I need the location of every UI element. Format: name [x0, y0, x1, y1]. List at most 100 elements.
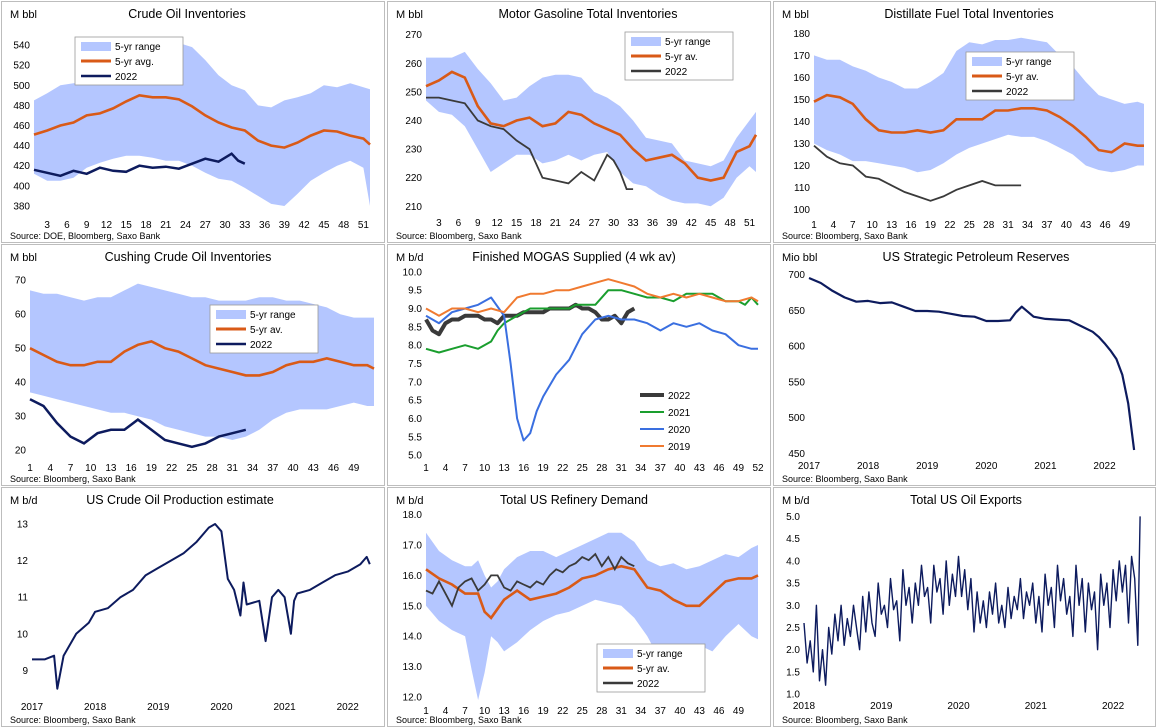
legend-swatch-range — [216, 310, 246, 319]
x-tick-label: 15 — [121, 220, 133, 231]
x-tick-label: 19 — [538, 463, 550, 474]
y-tick-label: 11 — [18, 593, 29, 604]
x-tick-label: 18 — [140, 220, 152, 231]
x-tick-label: 49 — [1119, 220, 1131, 231]
y-tick-label: 460 — [13, 121, 30, 132]
x-tick-label: 24 — [180, 220, 192, 231]
series-line-2020 — [425, 296, 758, 442]
crude-oil-inventories-chart: Crude Oil Inventories M bbl 380 400 420 440 46… — [10, 7, 371, 241]
y-tick-label: 480 — [13, 101, 30, 112]
x-tick-label: 39 — [666, 218, 678, 229]
source-note: Source: Bloomberg, Saxo Bank — [10, 474, 136, 484]
y-tick-label: 440 — [13, 141, 30, 152]
y-tick-label: 2.0 — [786, 645, 800, 656]
x-tick-label: 49 — [733, 706, 745, 717]
y-tick-label: 250 — [405, 87, 422, 98]
series-line-SPR — [808, 276, 1136, 451]
x-tick-label: 2020 — [947, 701, 970, 712]
y-tick-label: 15.0 — [403, 601, 423, 612]
x-tick-label: 1 — [811, 220, 817, 231]
y-tick-label: 3.0 — [786, 601, 800, 612]
range-band — [30, 283, 374, 440]
x-tick-label: 16 — [518, 706, 530, 717]
x-tick-label: 2021 — [273, 702, 296, 713]
y-tick-label: 13.0 — [403, 662, 423, 673]
legend-label-range: 5-yr range — [665, 37, 711, 48]
legend-swatch-range — [972, 57, 1002, 66]
y-tick-label: 9 — [22, 666, 28, 677]
distillate-fuel-chart: Distillate Fuel Total Inventories M bbl 10… — [782, 7, 1144, 241]
legend-label-2021: 2021 — [668, 408, 691, 419]
x-tick-label: 7 — [850, 220, 856, 231]
x-tick-label: 6 — [456, 218, 462, 229]
x-tick-label: 7 — [462, 706, 468, 717]
legend-label-avg: 5-yr avg. — [115, 57, 154, 68]
x-tick-label: 46 — [713, 463, 725, 474]
y-tick-label: 17.0 — [403, 540, 423, 551]
x-tick-label: 46 — [328, 463, 340, 474]
x-tick-label: 34 — [635, 463, 647, 474]
x-tick-label: 13 — [499, 463, 511, 474]
axis-unit-label: M bbl — [10, 9, 37, 21]
x-tick-label: 40 — [287, 463, 299, 474]
y-tick-label: 50 — [15, 344, 27, 355]
y-tick-label: 16.0 — [403, 571, 423, 582]
legend-label-range: 5-yr range — [250, 310, 296, 321]
x-tick-label: 34 — [247, 463, 259, 474]
motor-gasoline-chart: Motor Gasoline Total Inventories M bbl 210… — [396, 7, 758, 241]
series-line-Production — [32, 523, 371, 690]
x-tick-label: 2017 — [798, 461, 821, 472]
y-tick-label: 170 — [793, 51, 810, 62]
x-tick-label: 19 — [538, 706, 550, 717]
y-tick-label: 140 — [793, 117, 810, 128]
x-tick-label: 2022 — [337, 702, 360, 713]
y-tick-label: 10.0 — [403, 267, 423, 278]
chart-title: Finished MOGAS Supplied (4 wk av) — [472, 250, 676, 264]
chart-title: Crude Oil Inventories — [128, 7, 245, 21]
x-tick-label: 2018 — [793, 701, 816, 712]
axis-unit-label: M b/d — [396, 495, 424, 507]
x-tick-label: 42 — [686, 218, 698, 229]
panel-finished-mogas: Finished MOGAS Supplied (4 wk av) M b/d 5.… — [387, 244, 771, 486]
y-tick-label: 450 — [788, 449, 805, 460]
y-tick-label: 550 — [788, 377, 805, 388]
x-tick-label: 16 — [905, 220, 917, 231]
x-tick-label: 21 — [160, 220, 172, 231]
x-tick-label: 51 — [358, 220, 370, 231]
legend-label-2022: 2022 — [1006, 87, 1029, 98]
x-tick-label: 39 — [279, 220, 291, 231]
x-tick-label: 24 — [569, 218, 581, 229]
y-tick-label: 9.0 — [408, 304, 422, 315]
y-tick-label: 2.5 — [786, 623, 800, 634]
legend-label-avg: 5-yr av. — [665, 52, 698, 63]
panel-cushing-crude: Cushing Crude Oil Inventories M bbl 20 30 40… — [1, 244, 385, 486]
y-tick-label: 380 — [13, 201, 30, 212]
x-tick-label: 4 — [443, 706, 449, 717]
x-tick-label: 1 — [27, 463, 33, 474]
x-tick-label: 19 — [146, 463, 158, 474]
chart-title: Motor Gasoline Total Inventories — [498, 7, 677, 21]
x-tick-label: 22 — [944, 220, 956, 231]
series-2022-line — [813, 145, 1022, 202]
panel-crude-oil-inventories: Crude Oil Inventories M bbl 380 400 420 440 46… — [1, 1, 385, 243]
x-tick-label: 13 — [886, 220, 898, 231]
x-tick-label: 15 — [511, 218, 523, 229]
source-note: Source: Bloomberg, Saxo Bank — [10, 715, 136, 725]
x-tick-label: 43 — [1080, 220, 1092, 231]
y-tick-label: 600 — [788, 342, 805, 353]
source-note: Source: Bloomberg, Saxo Bank — [782, 231, 908, 241]
x-tick-label: 10 — [479, 463, 491, 474]
cushing-crude-chart: Cushing Crude Oil Inventories M bbl 20 30 40… — [10, 250, 375, 484]
y-tick-label: 14.0 — [403, 632, 423, 643]
y-tick-label: 1.5 — [786, 667, 800, 678]
x-tick-label: 21 — [550, 218, 562, 229]
y-tick-label: 4.0 — [786, 556, 800, 567]
source-note: Source: DOE, Bloomberg, Saxo Bank — [10, 231, 161, 241]
y-tick-label: 30 — [15, 412, 27, 423]
x-tick-label: 33 — [239, 220, 251, 231]
series-2022-line — [425, 552, 635, 609]
x-tick-label: 37 — [655, 706, 667, 717]
y-tick-label: 500 — [13, 81, 30, 92]
legend-swatch-range — [81, 42, 111, 51]
panel-motor-gasoline: Motor Gasoline Total Inventories M bbl 210… — [387, 1, 771, 243]
